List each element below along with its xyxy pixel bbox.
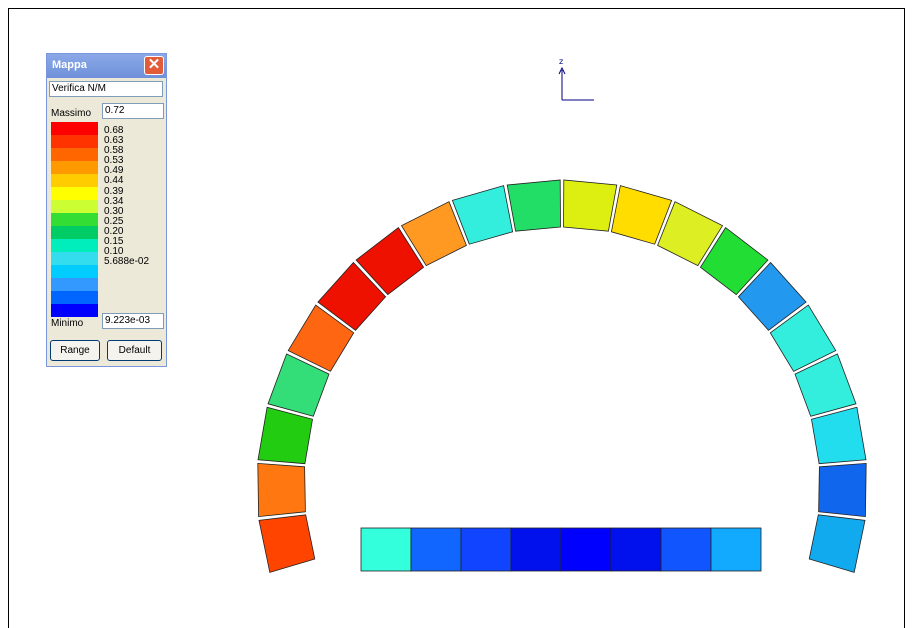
arch-block[interactable] [610, 185, 673, 245]
arch-block[interactable] [257, 406, 313, 465]
axis-indicator: z [558, 57, 594, 101]
base-block[interactable] [560, 527, 612, 572]
ramp-tick-label: 0.39 [104, 185, 124, 197]
arch-block[interactable] [563, 179, 618, 232]
arch-block[interactable] [355, 227, 425, 296]
arch-block[interactable] [818, 462, 867, 518]
ramp-tick-label: 0.10 [104, 246, 124, 258]
base-block[interactable] [360, 527, 412, 572]
ramp-swatch [51, 291, 98, 304]
ramp-swatch [51, 200, 98, 213]
viewport-frame [8, 8, 905, 628]
arch-block[interactable] [267, 353, 330, 417]
ramp-swatch [51, 304, 98, 317]
arch-block[interactable] [794, 353, 857, 417]
max-value-input[interactable]: 0.72 [102, 103, 164, 119]
ramp-tick-label: 0.30 [104, 205, 124, 217]
base-block[interactable] [510, 527, 562, 572]
arch-block[interactable] [699, 227, 769, 296]
ramp-swatch [51, 161, 98, 174]
arch-block[interactable] [811, 406, 867, 465]
base-beam [360, 527, 762, 572]
arch-block[interactable] [258, 514, 316, 573]
arch-block[interactable] [657, 201, 724, 267]
ramp-tick-label: 0.15 [104, 236, 124, 248]
max-label: Massimo [51, 108, 92, 119]
ramp-tick-label: 0.63 [104, 135, 124, 147]
arch-block[interactable] [257, 462, 306, 518]
result-type-field[interactable]: Verifica N/M [49, 81, 163, 97]
arch-block[interactable] [737, 261, 807, 331]
ramp-swatch [51, 174, 98, 187]
arch-block[interactable] [287, 304, 355, 372]
arch-block[interactable] [451, 185, 514, 245]
base-block[interactable] [460, 527, 512, 572]
ramp-tick-label: 0.20 [104, 225, 124, 237]
ramp-swatch [51, 252, 98, 265]
default-button[interactable]: Default [107, 340, 162, 361]
ramp-tick-label: 0.58 [104, 145, 124, 157]
arch-block[interactable] [317, 261, 387, 331]
ramp-swatch [51, 148, 98, 161]
ramp-tick-label: 0.34 [104, 195, 124, 207]
min-label: Minimo [51, 318, 84, 329]
ramp-swatch [51, 239, 98, 252]
ramp-swatch [51, 226, 98, 239]
ramp-swatch [51, 187, 98, 200]
base-block[interactable] [660, 527, 712, 572]
arch-block[interactable] [808, 514, 866, 573]
close-icon[interactable]: ✕ [144, 56, 164, 75]
range-button[interactable]: Range [50, 340, 100, 361]
arch-block[interactable] [506, 179, 561, 232]
window-titlebar[interactable]: Mappa ✕ [47, 54, 166, 78]
ramp-swatch [51, 213, 98, 226]
ramp-tick-label: 0.53 [104, 155, 124, 167]
window-title: Mappa [52, 59, 87, 71]
ramp-tick-labels: 0.68 0.63 0.58 0.53 0.49 0.44 0.39 0.34 0.30 0.25… [104, 125, 150, 268]
ramp-swatch [51, 278, 98, 291]
base-block[interactable] [610, 527, 662, 572]
arch-blocks [257, 179, 867, 573]
base-block[interactable] [410, 527, 462, 572]
map-legend-window[interactable]: Mappa ✕ Verifica N/M Massimo 0.72 0.68 0.… [46, 53, 167, 367]
z-axis-label: z [559, 57, 563, 66]
ramp-tick-label: 5.688e-02 [104, 256, 150, 268]
ramp-swatch [51, 122, 98, 135]
ramp-tick-label: 0.44 [104, 175, 124, 187]
color-ramp [51, 122, 98, 317]
ramp-tick-label: 0.49 [104, 165, 124, 177]
base-block[interactable] [710, 527, 762, 572]
ramp-swatch [51, 265, 98, 278]
ramp-tick-label: 0.68 [104, 125, 124, 136]
min-value-input[interactable]: 9.223e-03 [102, 313, 164, 329]
ramp-swatch [51, 135, 98, 148]
arch-block[interactable] [400, 201, 467, 267]
ramp-tick-label: 0.25 [104, 215, 124, 227]
arch-block[interactable] [769, 304, 837, 372]
